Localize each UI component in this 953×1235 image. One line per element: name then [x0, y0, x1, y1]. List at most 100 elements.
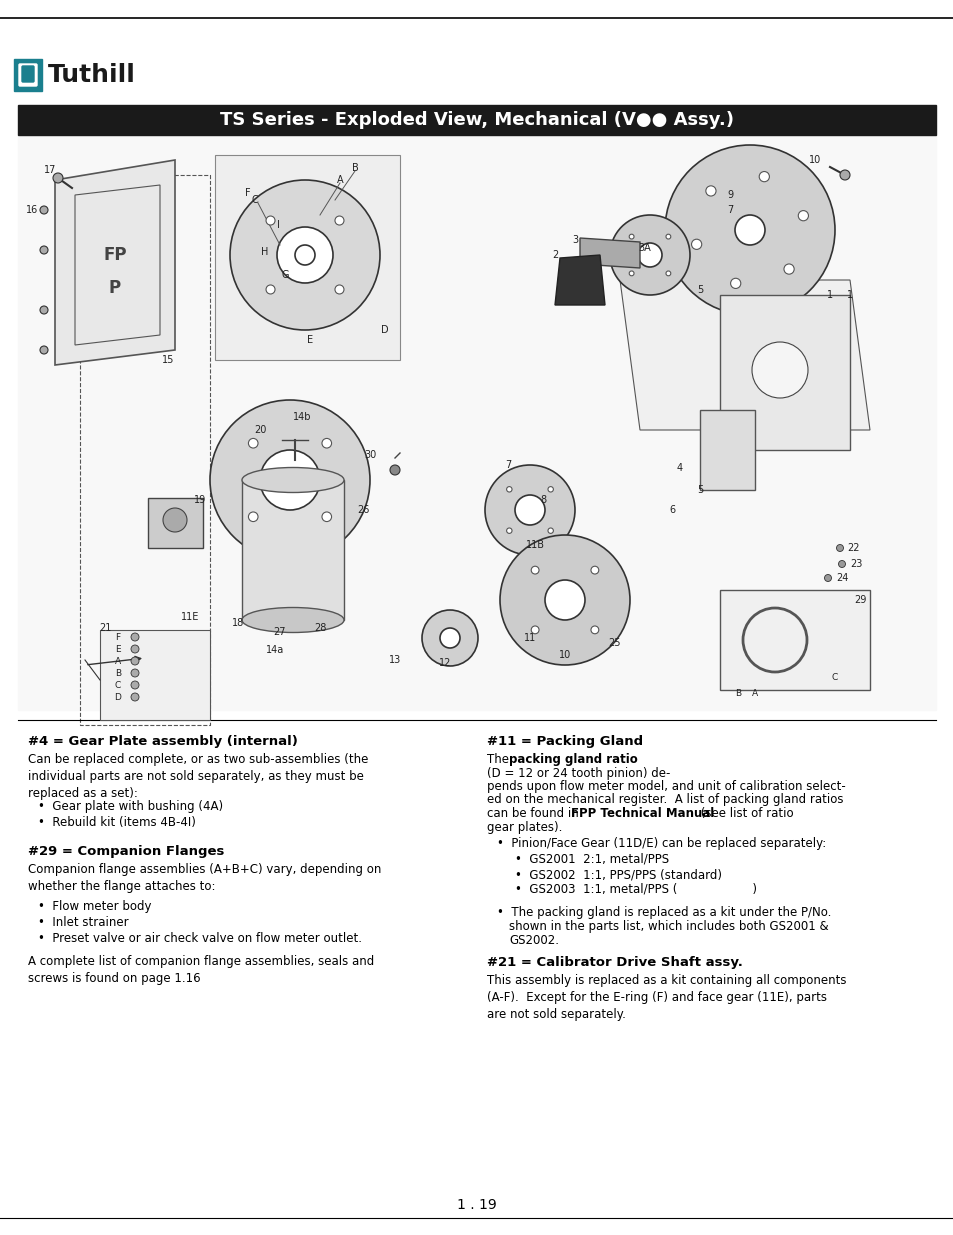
- Text: 22: 22: [847, 543, 860, 553]
- Text: 20: 20: [253, 425, 266, 435]
- Circle shape: [484, 466, 575, 555]
- Circle shape: [609, 215, 689, 295]
- Text: 19: 19: [193, 495, 206, 505]
- Text: 4: 4: [677, 463, 682, 473]
- Circle shape: [629, 235, 634, 240]
- Circle shape: [515, 495, 544, 525]
- Circle shape: [506, 487, 512, 492]
- Circle shape: [664, 144, 834, 315]
- Circle shape: [734, 215, 764, 245]
- Polygon shape: [214, 156, 399, 359]
- Circle shape: [131, 657, 139, 664]
- Circle shape: [230, 180, 379, 330]
- Text: •  GS2003  1:1, metal/PPS (                    ): • GS2003 1:1, metal/PPS ( ): [515, 883, 757, 897]
- Circle shape: [836, 545, 842, 552]
- Text: A complete list of companion flange assemblies, seals and
screws is found on pag: A complete list of companion flange asse…: [28, 955, 374, 986]
- Polygon shape: [100, 630, 210, 720]
- Text: E: E: [307, 335, 313, 345]
- Circle shape: [506, 529, 512, 534]
- Text: 11B: 11B: [525, 540, 544, 550]
- Text: F: F: [115, 632, 120, 641]
- Polygon shape: [619, 280, 869, 430]
- Text: 14b: 14b: [293, 412, 311, 422]
- Text: Tuthill: Tuthill: [48, 63, 135, 86]
- Text: #11 = Packing Gland: #11 = Packing Gland: [486, 735, 642, 748]
- Circle shape: [335, 216, 344, 225]
- Circle shape: [823, 574, 831, 582]
- Text: 11: 11: [523, 634, 536, 643]
- Text: TS Series - Exploded View, Mechanical (V●● Assy.): TS Series - Exploded View, Mechanical (V…: [220, 111, 733, 128]
- Text: C: C: [252, 195, 258, 205]
- Circle shape: [283, 233, 327, 277]
- Circle shape: [40, 306, 48, 314]
- Text: 1 . 19: 1 . 19: [456, 1198, 497, 1212]
- Text: 15: 15: [162, 354, 174, 366]
- Text: 25: 25: [608, 638, 620, 648]
- Circle shape: [335, 285, 344, 294]
- Circle shape: [544, 580, 584, 620]
- Circle shape: [131, 693, 139, 701]
- Circle shape: [751, 342, 807, 398]
- Circle shape: [40, 346, 48, 354]
- Text: FPP Technical Manual: FPP Technical Manual: [571, 806, 714, 820]
- Circle shape: [665, 235, 670, 240]
- Circle shape: [40, 246, 48, 254]
- Circle shape: [421, 610, 477, 666]
- Circle shape: [266, 216, 274, 225]
- Text: 23: 23: [849, 559, 862, 569]
- Circle shape: [840, 170, 849, 180]
- Text: D: D: [381, 325, 389, 335]
- Text: 16: 16: [26, 205, 38, 215]
- Circle shape: [665, 270, 670, 275]
- Text: •  The packing gland is replaced as a kit under the P/No.: • The packing gland is replaced as a kit…: [497, 906, 830, 919]
- Circle shape: [260, 450, 319, 510]
- Text: 18: 18: [232, 618, 244, 629]
- Text: 3: 3: [572, 235, 578, 245]
- Text: C: C: [114, 680, 121, 689]
- Text: 12: 12: [438, 658, 451, 668]
- Text: 27: 27: [274, 627, 286, 637]
- Text: 21: 21: [99, 622, 112, 634]
- Text: shown in the parts list, which includes both GS2001 &: shown in the parts list, which includes …: [509, 920, 828, 932]
- Circle shape: [531, 566, 538, 574]
- Text: 30: 30: [363, 450, 375, 459]
- Text: •  Preset valve or air check valve on flow meter outlet.: • Preset valve or air check valve on flo…: [38, 932, 361, 945]
- Text: 28: 28: [314, 622, 326, 634]
- Circle shape: [705, 185, 716, 196]
- Circle shape: [276, 227, 333, 283]
- Text: pends upon flow meter model, and unit of calibration select-: pends upon flow meter model, and unit of…: [486, 781, 845, 793]
- Circle shape: [163, 508, 187, 532]
- Text: #21 = Calibrator Drive Shaft assy.: #21 = Calibrator Drive Shaft assy.: [486, 956, 742, 969]
- Text: packing gland ratio: packing gland ratio: [509, 753, 638, 766]
- Circle shape: [321, 513, 332, 521]
- Circle shape: [131, 680, 139, 689]
- Text: I: I: [276, 220, 279, 230]
- Circle shape: [40, 206, 48, 214]
- Bar: [700, 410, 754, 490]
- Text: 7: 7: [726, 205, 732, 215]
- Circle shape: [759, 172, 768, 182]
- Text: H: H: [261, 247, 269, 257]
- Circle shape: [531, 626, 538, 634]
- Bar: [720, 590, 869, 690]
- Text: P: P: [109, 279, 121, 296]
- Text: (D = 12 or 24 tooth pinion) de-: (D = 12 or 24 tooth pinion) de-: [486, 767, 670, 779]
- Text: 11E: 11E: [181, 613, 199, 622]
- Text: The: The: [486, 753, 512, 766]
- Text: GS2002.: GS2002.: [509, 934, 558, 947]
- Text: 8: 8: [539, 495, 545, 505]
- Circle shape: [439, 629, 459, 648]
- Circle shape: [248, 438, 257, 448]
- Text: 26: 26: [356, 505, 369, 515]
- Text: 13: 13: [389, 655, 400, 664]
- Text: •  Pinion/Face Gear (11D/E) can be replaced separately:: • Pinion/Face Gear (11D/E) can be replac…: [497, 837, 825, 850]
- Text: This assembly is replaced as a kit containing all components
(A-F).  Except for : This assembly is replaced as a kit conta…: [486, 974, 845, 1021]
- Bar: [720, 295, 849, 450]
- Text: gear plates).: gear plates).: [486, 820, 561, 834]
- Text: •  Gear plate with bushing (4A): • Gear plate with bushing (4A): [38, 800, 223, 813]
- Text: B: B: [734, 688, 740, 698]
- Circle shape: [248, 513, 257, 521]
- Circle shape: [390, 466, 399, 475]
- Text: •  Rebuild kit (items 4B-4I): • Rebuild kit (items 4B-4I): [38, 816, 195, 829]
- Text: 5: 5: [696, 285, 702, 295]
